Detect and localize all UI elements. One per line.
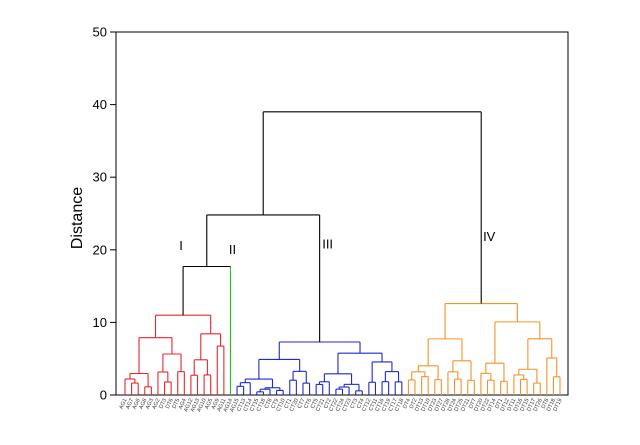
- leaf-label: AG14: [223, 398, 234, 413]
- leaf-label: DT10: [421, 398, 432, 413]
- leaf-label: AG8: [138, 398, 148, 411]
- leaf-label: CT13: [236, 398, 247, 413]
- leaf-label: DT15: [520, 398, 531, 413]
- plot-border: [115, 31, 569, 396]
- leaf-label: AG4: [178, 398, 188, 411]
- leaf-label: CT18: [394, 398, 405, 413]
- leaf-label: DT20: [473, 398, 484, 413]
- leaf-label: DT24: [447, 398, 458, 413]
- leaf-label: DT22: [480, 398, 491, 413]
- leaf-label: CT12: [361, 398, 372, 413]
- y-tick-label: 50: [93, 25, 107, 40]
- leaf-label: CT22: [328, 398, 339, 413]
- leaf-label: CT5: [310, 398, 320, 410]
- leaf-label: CT2: [323, 398, 333, 410]
- leaf-label: AG10: [196, 398, 207, 413]
- leaf-label: AG7: [125, 398, 135, 411]
- cluster-label-III: III: [322, 236, 333, 251]
- leaf-label: AG9: [211, 398, 221, 411]
- leaf-label: CT10: [276, 398, 287, 413]
- leaf-label: DT18: [546, 398, 557, 413]
- leaf-label: CT23: [342, 398, 353, 413]
- y-tick-label: 30: [93, 170, 107, 185]
- leaf-label: CT3: [349, 398, 359, 410]
- y-tick-label: 40: [93, 97, 107, 112]
- leaf-label: DT2: [409, 398, 419, 410]
- leaf-label: DT3: [158, 398, 168, 410]
- leaf-label: DT25: [454, 398, 465, 413]
- leaf-label: CT21: [315, 398, 326, 413]
- leaf-label: DT28: [440, 398, 451, 413]
- cluster-label-II: II: [229, 242, 236, 257]
- leaf-label: DT13: [414, 398, 425, 413]
- leaf-label: DT27: [434, 398, 445, 413]
- leaf-label: CT7: [297, 398, 307, 410]
- leaf-labels: AG1AG7AG6AG8AG3AG2DT3DT6DT5AG4AG12AG13AG…: [119, 398, 564, 413]
- leaf-label: CT9: [270, 398, 280, 410]
- leaf-label: DT19: [552, 398, 563, 413]
- leaf-label: CT1: [284, 398, 294, 410]
- leaf-label: CT19: [381, 398, 392, 413]
- leaf-label: CT18: [256, 398, 267, 413]
- leaf-label: CT15: [249, 398, 260, 413]
- leaf-label: CT6: [303, 398, 313, 410]
- leaf-label: CT16: [375, 398, 386, 413]
- leaf-label: DT5: [171, 398, 181, 410]
- leaf-label: AG2: [151, 398, 161, 411]
- leaf-label: CT24: [335, 398, 346, 413]
- leaf-label: AG6: [132, 398, 142, 411]
- leaf-label: DT7: [468, 398, 478, 410]
- leaf-label: AG13: [190, 398, 201, 413]
- leaf-label: DT1: [494, 398, 504, 410]
- leaf-label: AG15: [229, 398, 240, 413]
- leaf-label: DT4: [402, 398, 412, 410]
- leaf-label: DT14: [487, 398, 498, 413]
- leaf-label: AG12: [183, 398, 194, 413]
- leaf-label: CT14: [243, 398, 254, 413]
- plot-frame: [115, 31, 569, 396]
- cluster-label-IV: IV: [483, 229, 496, 244]
- leaf-label: CT17: [388, 398, 399, 413]
- leaf-label: CT4: [356, 398, 366, 410]
- leaf-label: CT11: [368, 398, 379, 412]
- leaf-label: DT8: [541, 398, 551, 410]
- leaf-label: AG3: [145, 398, 155, 411]
- leaf-label: DT26: [533, 398, 544, 413]
- leaf-label: AG11: [216, 398, 227, 413]
- leaf-label: DT21: [460, 398, 471, 413]
- leaf-label: CT8: [264, 398, 274, 410]
- y-axis-title: Distance: [69, 187, 86, 249]
- cluster-label-I: I: [179, 238, 183, 253]
- leaf-label: DT11: [507, 398, 518, 412]
- leaf-label: DT17: [526, 398, 537, 413]
- leaf-label: DT16: [513, 398, 524, 413]
- y-tick-label: 10: [93, 315, 107, 330]
- leaf-label: DT6: [165, 398, 175, 410]
- leaf-label: DT12: [500, 398, 511, 413]
- leaf-label: AG1: [119, 398, 129, 411]
- leaf-label: AG5: [204, 398, 214, 411]
- leaf-label: CT20: [289, 398, 300, 413]
- leaf-label: DT23: [427, 398, 438, 413]
- dendrogram-links: [124, 111, 561, 395]
- y-tick-label: 20: [93, 242, 107, 257]
- cluster-labels: I II III IV: [179, 229, 495, 257]
- y-tick-label: 0: [100, 388, 107, 403]
- y-axis-ticks: 0 10 20 30 40 50: [93, 25, 116, 403]
